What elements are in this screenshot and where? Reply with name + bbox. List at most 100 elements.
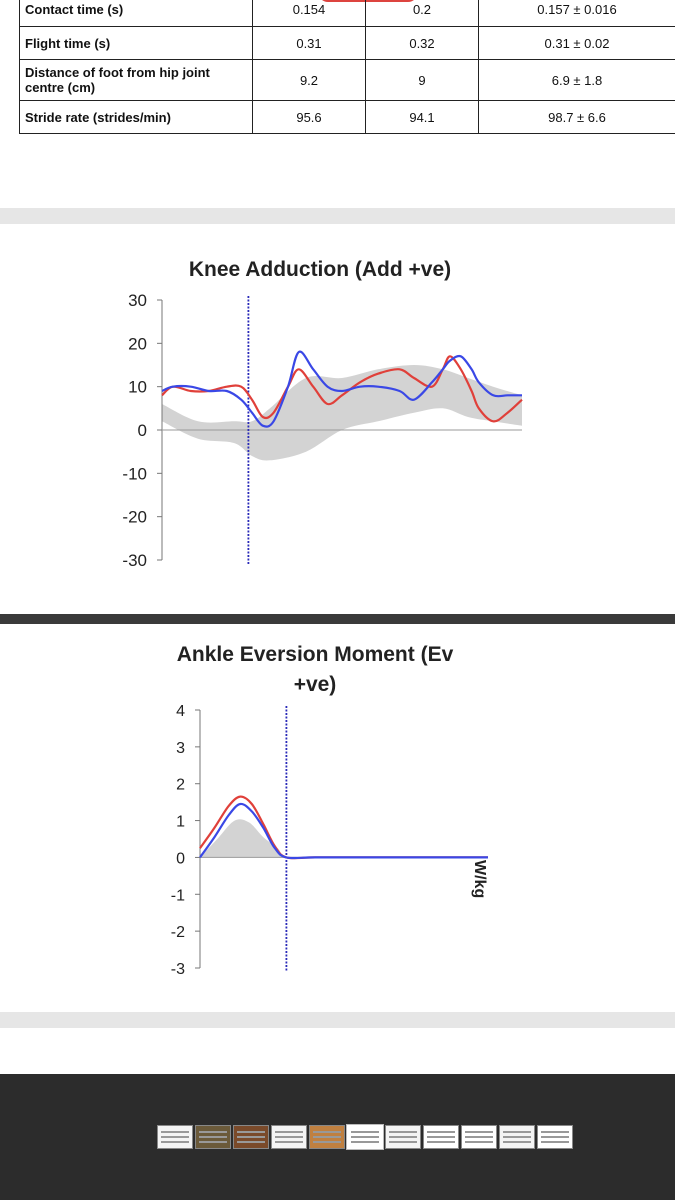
y-tick-label: 4 — [176, 703, 185, 720]
page-thumbnail[interactable] — [233, 1125, 269, 1149]
cell-value: 0.154 — [252, 0, 366, 27]
y-tick-label: -2 — [171, 924, 185, 941]
thumbnail-line — [161, 1131, 189, 1133]
knee-adduction-chart: 30 20 10 0 -10 -20 -30 — [122, 291, 523, 570]
thumbnail-line — [465, 1141, 493, 1143]
table-row: Contact time (s) 0.154 0.2 0.157 ± 0.016 — [19, 0, 675, 27]
thumbnail-line — [541, 1131, 569, 1133]
thumbnail-line — [275, 1131, 303, 1133]
thumbnail-line — [427, 1136, 455, 1138]
cell-value: 0.32 — [365, 26, 479, 60]
thumbnail-line — [427, 1141, 455, 1143]
cell-reference: 98.7 ± 6.6 — [478, 100, 675, 134]
chart-title-line: +ve) — [293, 673, 337, 696]
cell-value: 95.6 — [252, 100, 366, 134]
viewer-footer — [0, 1074, 675, 1200]
cell-reference: 0.31 ± 0.02 — [478, 26, 675, 60]
table-row: Stride rate (strides/min) 95.6 94.1 98.7… — [19, 100, 675, 134]
thumbnail-line — [389, 1131, 417, 1133]
row-label: Flight time (s) — [19, 26, 253, 60]
thumbnail-line — [351, 1136, 379, 1138]
gait-stats-table: Contact time (s) 0.154 0.2 0.157 ± 0.016… — [19, 0, 675, 134]
y-tick-label: 30 — [128, 291, 147, 310]
y-tick-label: -20 — [122, 508, 147, 527]
thumbnail-line — [351, 1141, 379, 1143]
cell-value: 94.1 — [365, 100, 479, 134]
cell-value: 9.2 — [252, 59, 366, 101]
thumbnail-line — [313, 1141, 341, 1143]
y-tick-label: 20 — [128, 334, 147, 353]
page-separator — [0, 614, 675, 624]
page-thumbnail[interactable] — [499, 1125, 535, 1149]
knee-adduction-page: Knee Adduction (Add +ve) 30 20 10 0 -10 -20 -3… — [0, 224, 675, 614]
thumbnail-line — [313, 1136, 341, 1138]
thumbnail-line — [541, 1141, 569, 1143]
page-thumbnail[interactable] — [385, 1125, 421, 1149]
thumbnail-line — [503, 1136, 531, 1138]
thumbnail-line — [427, 1131, 455, 1133]
cell-value: 0.2 — [365, 0, 479, 27]
row-label: Distance of foot from hip joint centre (… — [19, 59, 253, 101]
page-thumbnail[interactable] — [195, 1125, 231, 1149]
thumbnail-line — [465, 1136, 493, 1138]
page-thumbnail[interactable] — [423, 1125, 459, 1149]
y-tick-label: 2 — [176, 777, 185, 794]
thumbnail-line — [351, 1131, 379, 1133]
page-thumbnail[interactable] — [537, 1125, 573, 1149]
thumbnail-line — [503, 1131, 531, 1133]
y-tick-label: 10 — [128, 378, 147, 397]
thumbnail-line — [465, 1131, 493, 1133]
thumbnail-line — [275, 1136, 303, 1138]
stats-table-region: Contact time (s) 0.154 0.2 0.157 ± 0.016… — [0, 0, 675, 140]
thumbnail-line — [389, 1141, 417, 1143]
thumbnail-line — [199, 1136, 227, 1138]
page-thumbnail[interactable] — [309, 1125, 345, 1149]
ankle-eversion-chart: 4 3 2 1 0 -1 -2 -3 — [171, 703, 488, 978]
chart-title-line: Ankle Eversion Moment (Ev — [176, 643, 454, 666]
variability-band — [162, 365, 522, 461]
y-tick-label: -3 — [171, 961, 185, 978]
row-label: Contact time (s) — [19, 0, 253, 27]
cell-value: 0.31 — [252, 26, 366, 60]
page-thumbnail[interactable] — [271, 1125, 307, 1149]
thumbnail-line — [199, 1141, 227, 1143]
thumbnail-line — [541, 1136, 569, 1138]
red-series-line — [161, 355, 523, 423]
ankle-eversion-page: Ankle Eversion Moment (Ev +ve) 4 3 2 1 0 -1 -2… — [0, 624, 675, 1012]
thumbnail-line — [389, 1136, 417, 1138]
cell-reference: 6.9 ± 1.8 — [478, 59, 675, 101]
row-label: Stride rate (strides/min) — [19, 100, 253, 134]
page-separator — [0, 208, 675, 224]
y-tick-label: 3 — [176, 740, 185, 757]
y-tick-label: 0 — [176, 850, 185, 867]
y-tick-label: -10 — [122, 464, 147, 483]
cell-reference: 0.157 ± 0.016 — [478, 0, 675, 27]
chart-title: Ankle Eversion Moment (Ev +ve) — [140, 640, 490, 700]
cell-value: 9 — [365, 59, 479, 101]
thumbnail-line — [503, 1141, 531, 1143]
page-thumbnail-strip — [157, 1124, 573, 1150]
y-tick-label: -30 — [122, 551, 147, 570]
y-tick-label: 1 — [176, 814, 185, 831]
blue-series-line — [161, 350, 522, 428]
y-tick-label: -1 — [171, 887, 185, 904]
y-axis-unit-label: W/kg — [471, 860, 488, 899]
thumbnail-line — [275, 1141, 303, 1143]
variability-band — [200, 819, 488, 859]
thumbnail-line — [313, 1131, 341, 1133]
page-thumbnail[interactable] — [346, 1124, 384, 1150]
thumbnail-line — [237, 1141, 265, 1143]
page-thumbnail[interactable] — [157, 1125, 193, 1149]
y-tick-label: 0 — [138, 421, 147, 440]
chart-title: Knee Adduction (Add +ve) — [188, 258, 452, 281]
page-separator — [0, 1012, 675, 1028]
thumbnail-line — [237, 1131, 265, 1133]
blue-series-line — [199, 802, 488, 860]
thumbnail-line — [161, 1136, 189, 1138]
table-row: Distance of foot from hip joint centre (… — [19, 59, 675, 101]
thumbnail-line — [161, 1141, 189, 1143]
thumbnail-line — [199, 1131, 227, 1133]
table-row: Flight time (s) 0.31 0.32 0.31 ± 0.02 — [19, 26, 675, 60]
page-thumbnail[interactable] — [461, 1125, 497, 1149]
thumbnail-line — [237, 1136, 265, 1138]
